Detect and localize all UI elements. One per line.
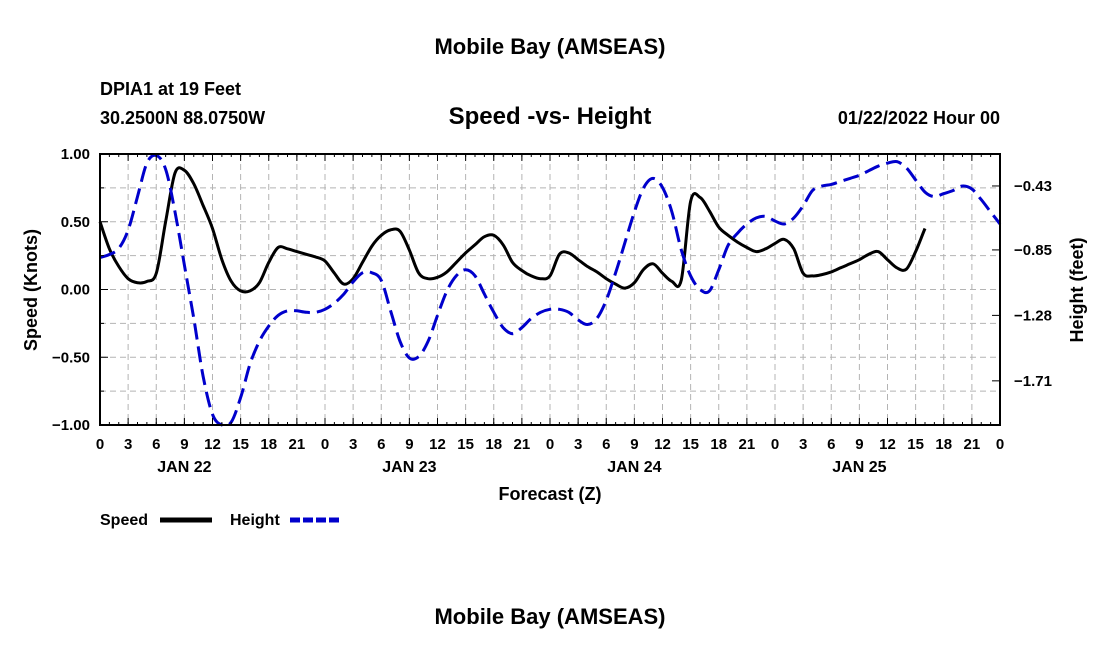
x-tick-label: 9 [855,436,863,453]
series-lines [98,153,1002,428]
x-tick-label: 15 [907,436,924,453]
y-tick-label-right: −0.85 [1014,242,1052,259]
x-day-label: JAN 25 [832,459,886,476]
station-label: DPIA1 at 19 Feet [100,79,241,99]
x-tick-label: 3 [799,436,807,453]
legend-height-label: Height [230,512,280,529]
y-tick-label-right: −1.71 [1014,373,1052,390]
x-tick-label: 3 [349,436,357,453]
x-tick-label: 18 [710,436,727,453]
legend: Speed Height [100,512,342,529]
x-tick-label: 6 [602,436,610,453]
x-tick-label: 18 [260,436,277,453]
x-tick-label: 0 [996,436,1004,453]
x-tick-label: 15 [457,436,474,453]
x-tick-label: 0 [96,436,104,453]
x-tick-label: 0 [771,436,779,453]
y-tick-label-right: −1.28 [1014,307,1052,324]
footer-title: Mobile Bay (AMSEAS) [434,604,665,629]
coordinates-label: 30.2500N 88.0750W [100,108,265,128]
x-tick-label: 18 [485,436,502,453]
x-tick-label: 3 [574,436,582,453]
y-tick-label-left: −1.00 [52,417,90,434]
x-tick-label: 12 [654,436,671,453]
x-tick-label: 15 [682,436,699,453]
chart-title: Speed -vs- Height [449,103,652,130]
x-tick-label: 0 [321,436,329,453]
page-title: Mobile Bay (AMSEAS) [434,34,665,59]
x-tick-label: 6 [827,436,835,453]
x-tick-label: 21 [964,436,981,453]
x-tick-label: 12 [429,436,446,453]
x-tick-label: 12 [879,436,896,453]
x-tick-label: 21 [739,436,756,453]
x-tick-label: 21 [289,436,306,453]
x-tick-label: 18 [935,436,952,453]
run-time-label: 01/22/2022 Hour 00 [838,108,1000,128]
x-tick-label: 15 [232,436,249,453]
series-line-height [99,153,1002,428]
x-day-label: JAN 23 [382,459,436,476]
y-tick-label-left: −0.50 [52,349,90,366]
x-tick-label: 0 [546,436,554,453]
y-tick-label-left: 0.50 [61,214,90,231]
x-tick-label: 21 [514,436,531,453]
legend-speed-label: Speed [100,512,148,529]
axes: 0 3 6 9 12 15 18 21 0 3 6 9 12 15 18 21 0 3 6 9 12 15 18 21 0 3 6 9… [52,146,1052,476]
y-tick-label-left: 1.00 [61,146,90,163]
x-tick-label: 9 [180,436,188,453]
x-tick-label: 9 [630,436,638,453]
x-tick-label: 9 [405,436,413,453]
x-tick-label: 12 [204,436,221,453]
y-tick-label-right: −0.43 [1014,178,1052,195]
y-axis-label-right: Height (feet) [1067,238,1087,343]
x-tick-label: 3 [124,436,132,453]
x-day-label: JAN 22 [157,459,211,476]
x-day-label: JAN 24 [607,459,661,476]
x-tick-label: 6 [152,436,160,453]
y-axis-label-left: Speed (Knots) [21,229,41,351]
grid-lines [100,154,1000,425]
y-tick-label-left: 0.00 [61,282,90,299]
x-axis-label: Forecast (Z) [498,484,601,504]
x-tick-label: 6 [377,436,385,453]
series-line-speed [98,166,927,294]
